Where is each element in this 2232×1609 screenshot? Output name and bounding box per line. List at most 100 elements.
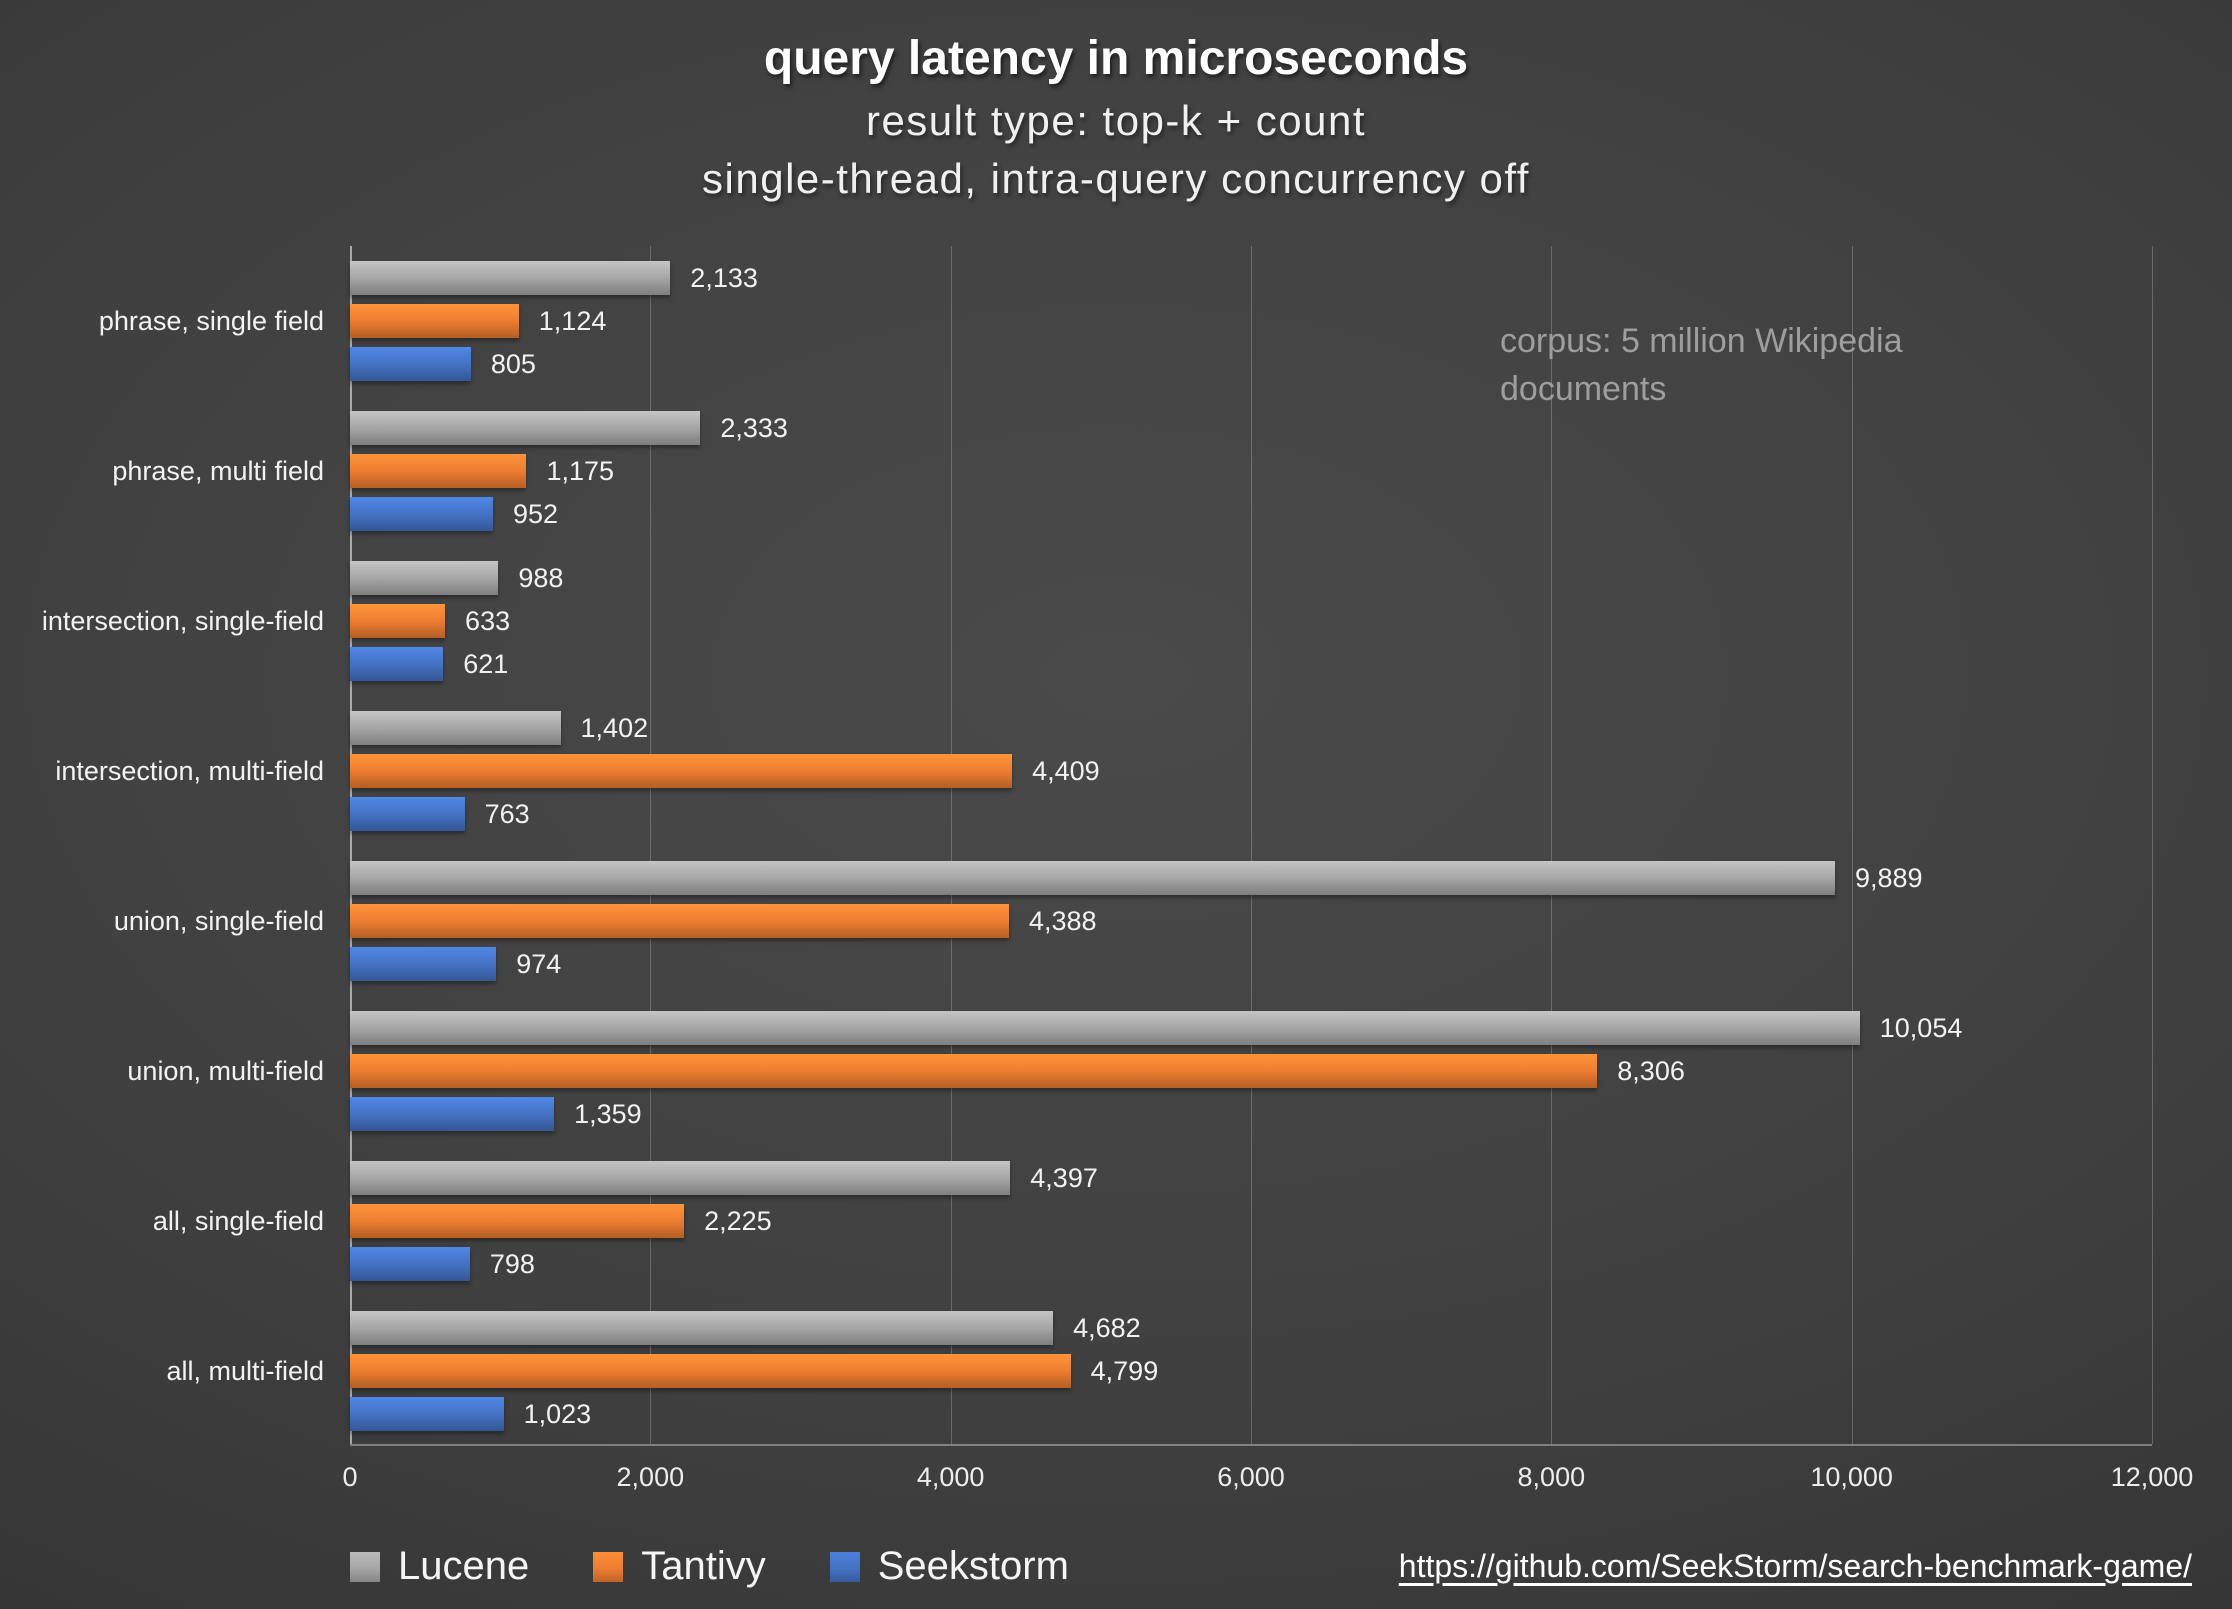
bar-stack: 1,402 4,409 763 — [350, 696, 2152, 846]
bar-value-label: 1,124 — [538, 305, 607, 336]
legend-item-seekstorm: Seekstorm — [829, 1544, 1069, 1589]
bar-stack: 2,133 1,124 805 — [350, 246, 2152, 396]
bar-tantivy — [350, 1204, 685, 1238]
bar-value-label: 805 — [490, 348, 536, 379]
bar-stack: 4,397 2,225 798 — [350, 1146, 2152, 1296]
category-group: all, multi-field 4,682 4,799 1,023 — [0, 1296, 2232, 1446]
category-group: all, single-field 4,397 2,225 798 — [0, 1146, 2232, 1296]
bar-seekstorm — [350, 1097, 555, 1131]
bar-seekstorm — [350, 347, 471, 381]
bar-value-label: 1,402 — [580, 712, 649, 743]
bar-stack: 988 633 621 — [350, 546, 2152, 696]
legend-marker-seekstorm — [829, 1551, 860, 1582]
x-tick-label: 2,000 — [616, 1462, 685, 1492]
bar-value-label: 952 — [512, 498, 559, 529]
bar-tantivy — [350, 754, 1013, 788]
bar-row-tantivy: 8,306 — [350, 1054, 2152, 1088]
bar-value-label: 4,388 — [1028, 905, 1097, 936]
bar-lucene — [350, 411, 701, 445]
chart-title: query latency in microseconds — [763, 32, 1469, 85]
bar-row-lucene: 10,054 — [350, 1011, 2152, 1045]
footer: Lucene Tantivy Seekstorm https://github.co… — [350, 1544, 2192, 1589]
bar-row-seekstorm: 1,023 — [350, 1397, 2152, 1431]
bar-row-tantivy: 4,799 — [350, 1354, 2152, 1388]
category-label: all, multi-field — [166, 1355, 324, 1386]
legend-marker-tantivy — [593, 1551, 624, 1582]
bar-row-seekstorm: 805 — [350, 347, 2152, 381]
category-label: union, multi-field — [127, 1055, 324, 1086]
bar-stack: 10,054 8,306 1,359 — [350, 996, 2152, 1146]
bar-seekstorm — [350, 1397, 504, 1431]
bar-row-seekstorm: 952 — [350, 497, 2152, 531]
bar-value-label: 4,409 — [1032, 755, 1100, 786]
bar-seekstorm — [350, 947, 497, 981]
gridline — [1251, 246, 1252, 1444]
bar-value-label: 10,054 — [1879, 1012, 1963, 1043]
x-tick-label: 10,000 — [1810, 1462, 1893, 1492]
chart-subtitle: result type: top-k + count — [865, 97, 1367, 144]
bar-lucene — [350, 1011, 1860, 1045]
category-group: union, single-field 9,889 4,388 974 — [0, 846, 2232, 996]
bar-tantivy — [350, 454, 527, 488]
bar-row-tantivy: 4,388 — [350, 904, 2152, 938]
x-tick-label: 12,000 — [2110, 1462, 2194, 1492]
bar-value-label: 2,225 — [704, 1205, 772, 1236]
bar-value-label: 4,682 — [1073, 1312, 1141, 1343]
bar-lucene — [350, 1161, 1011, 1195]
bar-row-seekstorm: 1,359 — [350, 1097, 2152, 1131]
bar-groups: phrase, single field 2,133 1,124 805 phrase,… — [0, 246, 2232, 1446]
x-axis: 0 2,000 4,000 6,000 8,000 10,000 12,000 — [342, 1456, 2193, 1504]
category-label: union, single-field — [113, 905, 324, 936]
category-group: intersection, single-field 988 633 621 — [0, 546, 2232, 696]
bar-value-label: 988 — [518, 562, 564, 593]
bar-value-label: 633 — [465, 605, 511, 636]
bar-stack: 4,682 4,799 1,023 — [350, 1296, 2152, 1446]
category-label: intersection, single-field — [41, 605, 324, 636]
bar-row-lucene: 4,682 — [350, 1311, 2152, 1345]
bar-lucene — [350, 711, 561, 745]
legend-label-seekstorm: Seekstorm — [877, 1544, 1069, 1588]
bar-row-seekstorm: 974 — [350, 947, 2152, 981]
x-tick-label: 4,000 — [916, 1462, 985, 1492]
x-tick-label: 0 — [342, 1462, 358, 1492]
bar-row-lucene: 2,133 — [350, 261, 2152, 295]
bar-seekstorm — [350, 647, 444, 681]
bar-seekstorm — [350, 797, 465, 831]
bar-value-label: 974 — [516, 948, 562, 979]
bar-tantivy — [350, 304, 519, 338]
bar-seekstorm — [350, 497, 493, 531]
repo-link[interactable]: https://github.com/SeekStorm/search-benc… — [1398, 1548, 2192, 1584]
bar-row-tantivy: 4,409 — [350, 754, 2152, 788]
bar-value-label: 1,175 — [546, 455, 615, 486]
category-group: union, multi-field 10,054 8,306 1,359 — [0, 996, 2232, 1146]
bar-value-label: 4,397 — [1030, 1162, 1098, 1193]
bar-value-label: 2,333 — [720, 412, 788, 443]
category-group: intersection, multi-field 1,402 4,409 763 — [0, 696, 2232, 846]
category-label: phrase, multi field — [112, 455, 324, 486]
bar-row-lucene: 2,333 — [350, 411, 2152, 445]
bar-value-label: 621 — [463, 648, 509, 679]
gridline — [2152, 246, 2153, 1444]
category-group: phrase, multi field 2,333 1,175 952 — [0, 396, 2232, 546]
x-tick-label: 8,000 — [1517, 1462, 1586, 1492]
bar-value-label: 4,799 — [1090, 1355, 1159, 1386]
bar-row-lucene: 1,402 — [350, 711, 2152, 745]
bar-lucene — [350, 1311, 1054, 1345]
x-tick-label: 6,000 — [1217, 1462, 1285, 1492]
title-block: query latency in microseconds result typ… — [0, 0, 2232, 208]
bar-value-label: 798 — [489, 1248, 535, 1279]
plot-area: phrase, single field 2,133 1,124 805 phrase,… — [0, 246, 2232, 1446]
legend-label-lucene: Lucene — [398, 1544, 530, 1588]
category-label: intersection, multi-field — [55, 755, 324, 786]
corpus-annotation: corpus: 5 million Wikipedia documents — [1500, 322, 1903, 408]
bar-stack: 2,333 1,175 952 — [350, 396, 2152, 546]
bar-row-tantivy: 633 — [350, 604, 2152, 638]
bar-row-lucene: 9,889 — [350, 861, 2152, 895]
legend-label-tantivy: Tantivy — [641, 1544, 766, 1588]
bar-row-seekstorm: 763 — [350, 797, 2152, 831]
gridline-layer — [350, 246, 2153, 1446]
gridline — [950, 246, 952, 1444]
gridline — [1851, 246, 1853, 1444]
bar-value-label: 1,023 — [523, 1398, 592, 1429]
